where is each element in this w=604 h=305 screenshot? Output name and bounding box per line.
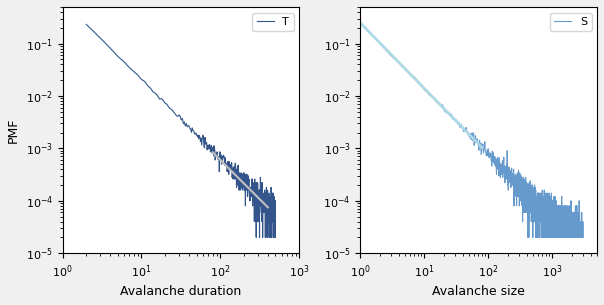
T — [83, 23, 90, 26]
S — [541, 220, 548, 224]
T — [256, 195, 263, 199]
X-axis label: Avalanche duration: Avalanche duration — [120, 285, 242, 298]
Line: T: T — [86, 24, 275, 237]
T — [243, 181, 250, 185]
T — [248, 183, 255, 187]
S — [579, 235, 586, 239]
S — [566, 235, 573, 239]
T — [225, 160, 233, 163]
T — [252, 235, 260, 239]
Legend: T: T — [252, 13, 294, 31]
T — [226, 165, 233, 169]
T — [272, 220, 279, 224]
S — [579, 235, 586, 239]
Y-axis label: PMF: PMF — [7, 117, 20, 143]
S — [357, 21, 364, 25]
S — [524, 235, 532, 239]
X-axis label: Avalanche size: Avalanche size — [432, 285, 525, 298]
T — [266, 210, 273, 214]
S — [569, 235, 576, 239]
Legend: S: S — [550, 13, 591, 31]
S — [556, 235, 563, 239]
S — [578, 235, 585, 239]
Line: S: S — [361, 23, 583, 237]
